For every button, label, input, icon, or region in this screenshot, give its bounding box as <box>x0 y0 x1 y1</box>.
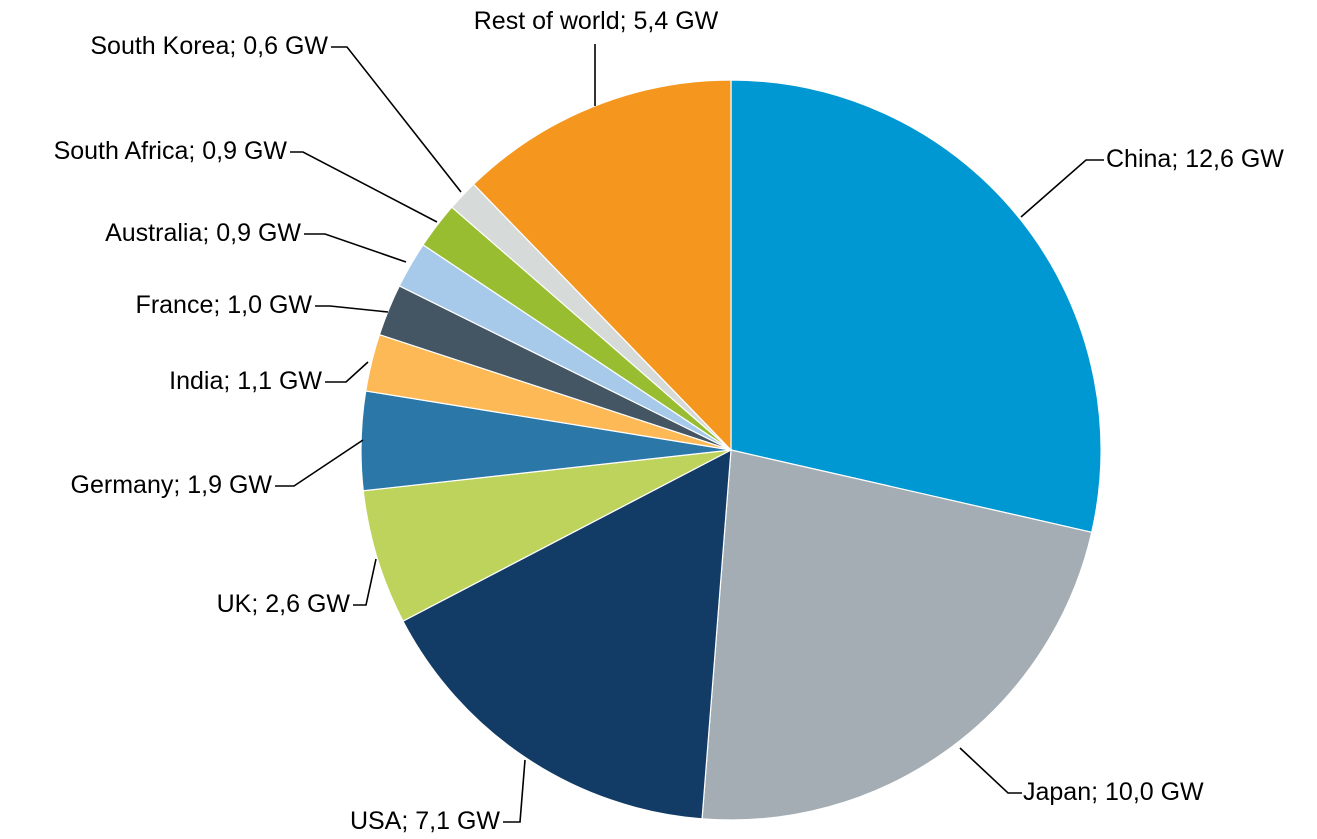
label-china: China; 12,6 GW <box>1106 145 1284 173</box>
slice-uk <box>362 449 732 622</box>
leader-line-germany <box>275 439 364 487</box>
label-south-africa: South Africa; 0,9 GW <box>54 137 288 165</box>
slice-rest-of-world <box>472 79 732 452</box>
label-usa: USA; 7,1 GW <box>350 807 500 834</box>
slice-labels: China; 12,6 GW Japan; 10,0 GW USA; 7,1 GW U… <box>54 7 1285 835</box>
leader-line-south-africa <box>290 151 438 223</box>
label-south-korea: South Korea; 0,6 GW <box>90 32 328 60</box>
slice-japan <box>701 449 1093 821</box>
leader-line-usa <box>503 759 526 823</box>
leader-lines <box>275 44 1104 823</box>
slice-usa <box>402 448 732 820</box>
label-australia: Australia; 0,9 GW <box>105 219 301 247</box>
label-japan: Japan; 10,0 GW <box>1023 778 1204 806</box>
label-germany: Germany; 1,9 GW <box>71 471 273 499</box>
pie-slices <box>360 79 1102 821</box>
leader-line-india <box>325 361 369 383</box>
leader-line-south-korea <box>331 46 462 193</box>
label-france: France; 1,0 GW <box>136 291 313 319</box>
leader-line-china <box>1020 159 1104 218</box>
label-rest-of-world: Rest of world; 5,4 GW <box>474 7 719 35</box>
label-uk: UK; 2,6 GW <box>217 590 351 618</box>
leader-line-france <box>315 305 389 313</box>
slice-china <box>730 79 1102 534</box>
leader-line-japan <box>959 747 1022 794</box>
label-india: India; 1,1 GW <box>169 367 322 395</box>
leader-line-uk <box>353 558 377 606</box>
leader-line-australia <box>304 233 407 263</box>
